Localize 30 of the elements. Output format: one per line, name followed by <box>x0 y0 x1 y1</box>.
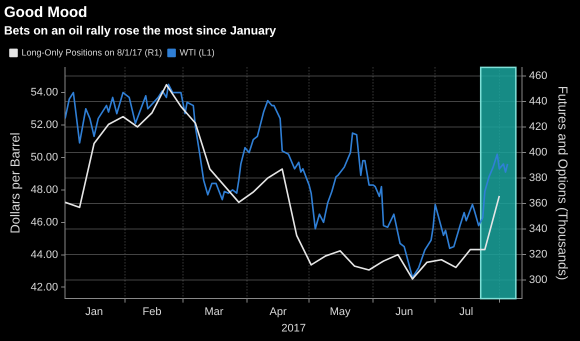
y2-tick-label: 320 <box>529 248 548 261</box>
y2-tick-label: 300 <box>529 274 548 286</box>
x-tick-label: Jul <box>459 306 474 318</box>
legend-label: Long-Only Positions on 8/1/17 (R1) <box>22 47 162 58</box>
y2-tick-label: 440 <box>529 95 548 108</box>
chart-subtitle: Bets on an oil rally rose the most since January <box>4 24 276 38</box>
y2-tick-label: 400 <box>529 146 548 159</box>
y-tick-label: 44.00 <box>30 248 58 261</box>
y2-tick-label: 380 <box>529 172 548 184</box>
y-tick-label: 52.00 <box>30 119 58 132</box>
x-tick-label: Mar <box>204 306 224 318</box>
x-tick-label: Feb <box>142 306 162 318</box>
x-tick-label: Apr <box>270 306 287 318</box>
legend-label: WTI (L1) <box>180 47 215 58</box>
y2-tick-label: 420 <box>529 120 548 133</box>
y-tick-label: 48.00 <box>30 184 58 196</box>
y2-tick-label: 360 <box>529 198 548 210</box>
x-axis-title: 2017 <box>281 322 306 334</box>
y-tick-label: 46.00 <box>30 216 58 228</box>
x-tick-label: Jun <box>395 306 414 318</box>
y2-tick-label: 460 <box>529 70 548 82</box>
y-axis-title: Dollars per Barrel <box>7 132 22 234</box>
y2-axis-title: Futures and Options (Thousands) <box>556 86 571 280</box>
y-tick-label: 54.00 <box>30 86 58 99</box>
y-tick-label: 42.00 <box>30 281 58 294</box>
x-tick-label: May <box>330 306 351 318</box>
y-tick-label: 50.00 <box>30 151 58 164</box>
y2-tick-label: 340 <box>529 223 548 236</box>
chart-title: Good Mood <box>4 4 88 22</box>
x-tick-label: Jan <box>85 306 103 318</box>
